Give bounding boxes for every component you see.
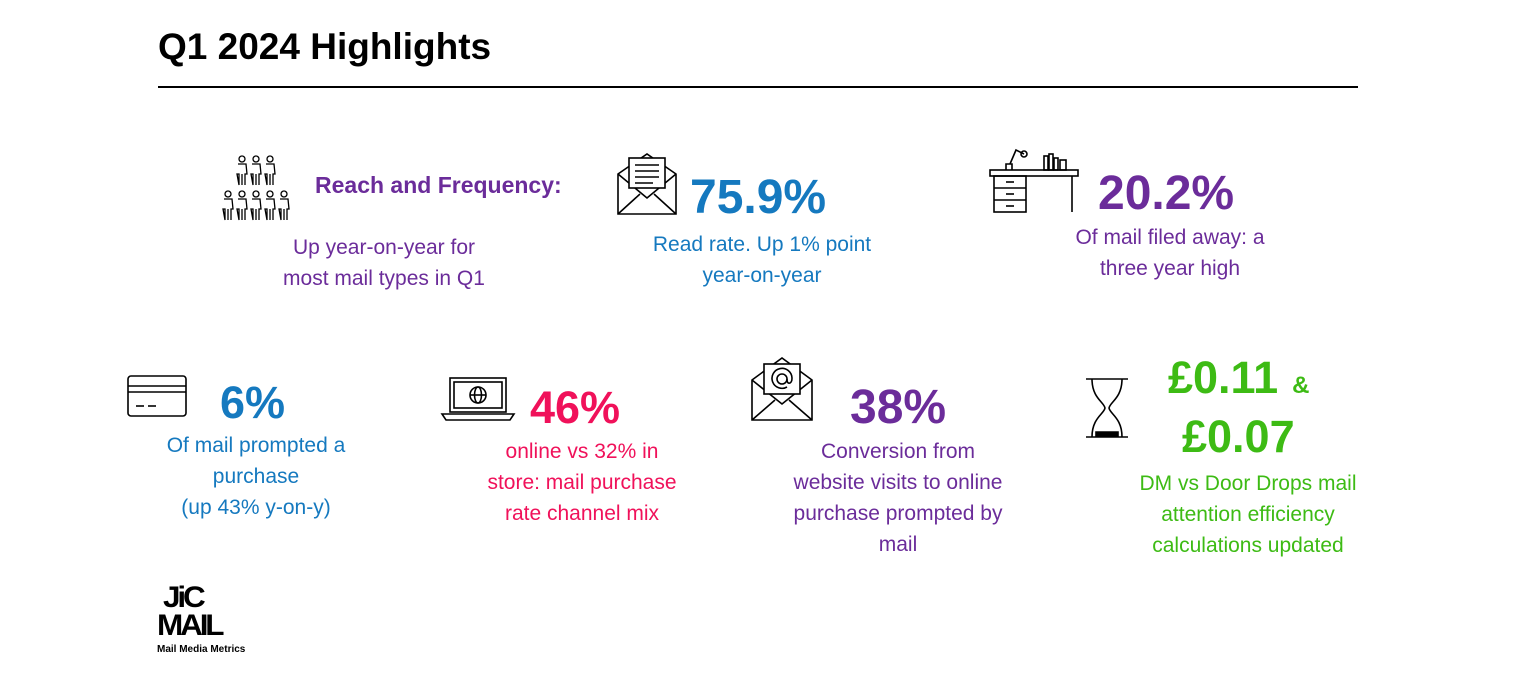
purchase-description: Of mail prompted a purchase (up 43% y-on… [166,434,346,519]
read-rate-value: 75.9% [690,171,827,224]
online-value: 46% [530,382,621,433]
logo-line-1: JiC [163,581,206,614]
efficiency-value-2: £0.07 [1182,411,1295,462]
page-title: Q1 2024 Highlights [158,26,492,67]
filed-description: Of mail filed away: a three year high [1075,226,1265,280]
logo-tagline: Mail Media Metrics [157,644,246,655]
filed-value: 20.2% [1098,167,1235,220]
efficiency-description: DM vs Door Drops mail attention efficien… [1139,472,1357,557]
people-icon [218,154,296,226]
title-divider [158,86,1358,88]
email-at-icon [750,354,814,424]
laptop-globe-icon [440,376,516,422]
hourglass-icon [1084,376,1130,440]
letter-envelope-icon [616,150,678,216]
conversion-description: Conversion from website visits to online… [793,440,1003,556]
logo-line-2: MAIL [157,609,225,642]
conversion-value: 38% [850,381,947,434]
reach-headline: Reach and Frequency: [315,172,562,198]
efficiency-value-1: £0.11 & [1168,352,1310,403]
purchase-value: 6% [220,377,286,428]
desk-icon [988,144,1080,216]
ampersand: & [1292,372,1310,399]
jicmail-logo: JiC MAIL Mail Media Metrics [157,583,267,656]
credit-card-icon [126,374,188,418]
read-rate-description: Read rate. Up 1% point year-on-year [652,233,872,287]
online-description: online vs 32% in store: mail purchase ra… [487,440,677,525]
reach-description: Up year-on-year for most mail types in Q… [283,236,485,290]
